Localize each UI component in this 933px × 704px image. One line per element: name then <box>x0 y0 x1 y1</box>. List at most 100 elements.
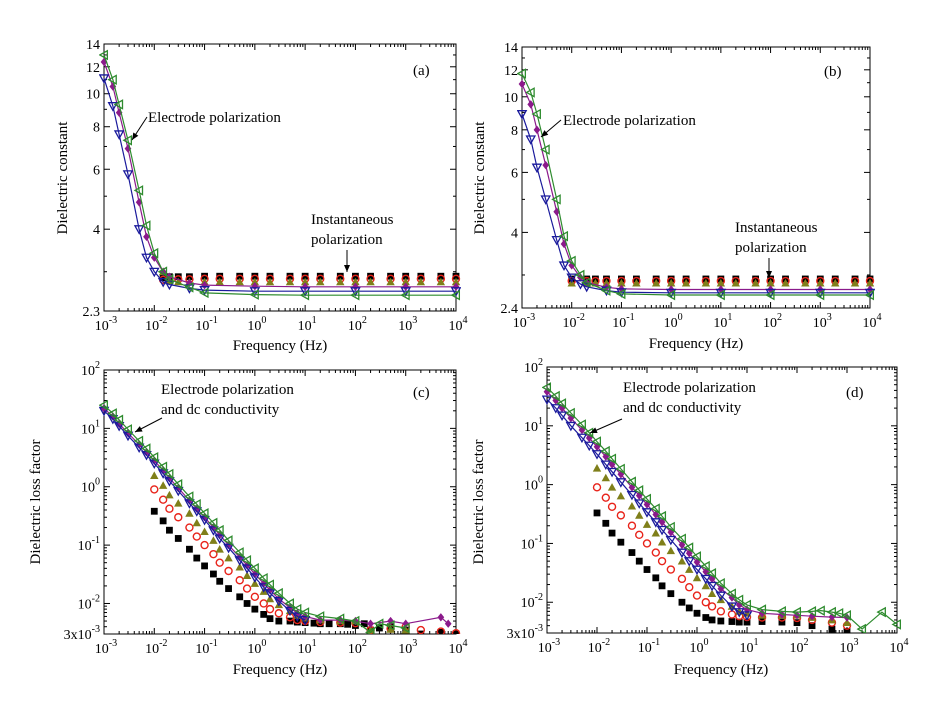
data-point-green <box>706 568 717 579</box>
data-point-olive <box>336 277 345 286</box>
data-point-green <box>715 289 725 301</box>
data-point-purple <box>437 613 445 622</box>
data-point-purple <box>778 610 786 619</box>
y-tick-label: 10 <box>504 91 518 106</box>
data-point-black <box>667 590 675 598</box>
data-point-green <box>157 461 168 473</box>
data-point-green <box>600 445 610 457</box>
y-tick-label: 14 <box>86 38 100 53</box>
data-point-black <box>266 272 274 280</box>
data-point-navy <box>284 606 296 617</box>
data-point-olive <box>842 618 852 627</box>
data-point-red <box>701 598 711 607</box>
x-tick-label: 10-2 <box>145 638 167 657</box>
data-point-purple <box>150 253 158 262</box>
series-line-purple <box>103 61 456 288</box>
data-point-red <box>250 592 260 602</box>
data-point-navy <box>525 135 537 145</box>
data-point-black <box>452 630 460 634</box>
y-tick-label: 10-1 <box>78 535 100 554</box>
data-point-olive <box>165 490 174 499</box>
data-point-navy <box>148 267 160 278</box>
data-point-green <box>574 269 585 281</box>
data-point-green <box>214 524 224 536</box>
data-point-green <box>140 220 151 231</box>
data-point-black <box>251 272 259 280</box>
data-point-navy <box>107 102 119 112</box>
plot-area <box>517 68 875 301</box>
data-point-green <box>665 289 676 301</box>
x-tick-label: 104 <box>862 312 881 331</box>
annotation-arrowhead <box>132 132 139 140</box>
data-point-green <box>517 68 527 79</box>
data-point-olive <box>200 527 209 536</box>
data-point-navy <box>172 486 184 497</box>
data-point-black <box>352 622 359 629</box>
data-point-navy <box>99 74 110 84</box>
data-point-green <box>199 287 209 299</box>
data-point-purple <box>693 557 701 567</box>
data-point-green <box>700 560 710 572</box>
data-point-green <box>385 620 395 631</box>
data-point-black <box>174 535 182 542</box>
series-line-green <box>546 386 898 630</box>
data-point-black <box>593 509 601 517</box>
data-point-green <box>791 606 802 618</box>
y-tick-label: 10-2 <box>78 593 100 612</box>
data-point-green <box>122 424 133 435</box>
data-point-green <box>249 289 259 300</box>
data-point-green <box>172 479 183 490</box>
y-axis-label: Dielectric constant <box>472 121 488 235</box>
data-point-green <box>191 499 201 510</box>
data-point-navy <box>741 611 753 621</box>
data-point-purple <box>225 540 232 550</box>
data-point-purple <box>367 619 374 628</box>
data-point-red <box>215 558 224 567</box>
plot-area <box>99 399 461 634</box>
x-tick-label: 102 <box>763 312 782 331</box>
data-point-black <box>251 605 259 613</box>
data-point-green <box>691 551 702 562</box>
data-point-purple <box>527 100 535 109</box>
data-point-green <box>531 108 541 120</box>
data-point-olive <box>235 562 244 571</box>
plot-frame <box>103 43 457 312</box>
data-point-black <box>186 273 193 281</box>
data-point-olive <box>865 278 875 287</box>
data-point-black <box>352 272 359 280</box>
data-point-green <box>540 144 550 155</box>
y-tick-label: 10-1 <box>521 533 543 552</box>
data-point-navy <box>223 543 234 554</box>
data-point-olive <box>766 278 775 287</box>
data-point-purple <box>301 282 309 291</box>
x-tick-label: 10-1 <box>638 637 660 656</box>
data-point-red <box>642 539 652 548</box>
data-point-olive <box>224 553 233 562</box>
data-point-purple <box>316 615 324 625</box>
data-point-black <box>201 562 208 570</box>
data-point-green <box>349 615 360 627</box>
data-point-black <box>417 272 425 280</box>
data-point-olive <box>250 579 260 587</box>
data-point-black <box>336 272 344 280</box>
data-point-green <box>334 613 345 624</box>
data-point-navy <box>665 535 677 546</box>
data-point-black <box>286 272 294 280</box>
data-point-purple <box>135 198 143 207</box>
data-point-black <box>728 618 736 625</box>
x-tick-label: 101 <box>713 312 732 331</box>
data-point-green <box>234 547 244 558</box>
data-point-red <box>666 565 676 574</box>
data-point-black <box>678 598 686 606</box>
y-tick-label: 10-2 <box>521 592 543 611</box>
y-tick-label: 6 <box>511 166 518 181</box>
data-point-red <box>200 540 209 550</box>
x-tick-label: 10-2 <box>588 637 610 656</box>
data-point-olive <box>816 278 825 287</box>
data-point-green <box>299 289 310 301</box>
x-tick-label: 100 <box>664 312 683 331</box>
data-point-green <box>107 74 117 85</box>
annotation-arrowhead <box>135 426 143 432</box>
data-point-green <box>733 594 744 606</box>
data-point-red <box>274 609 284 618</box>
